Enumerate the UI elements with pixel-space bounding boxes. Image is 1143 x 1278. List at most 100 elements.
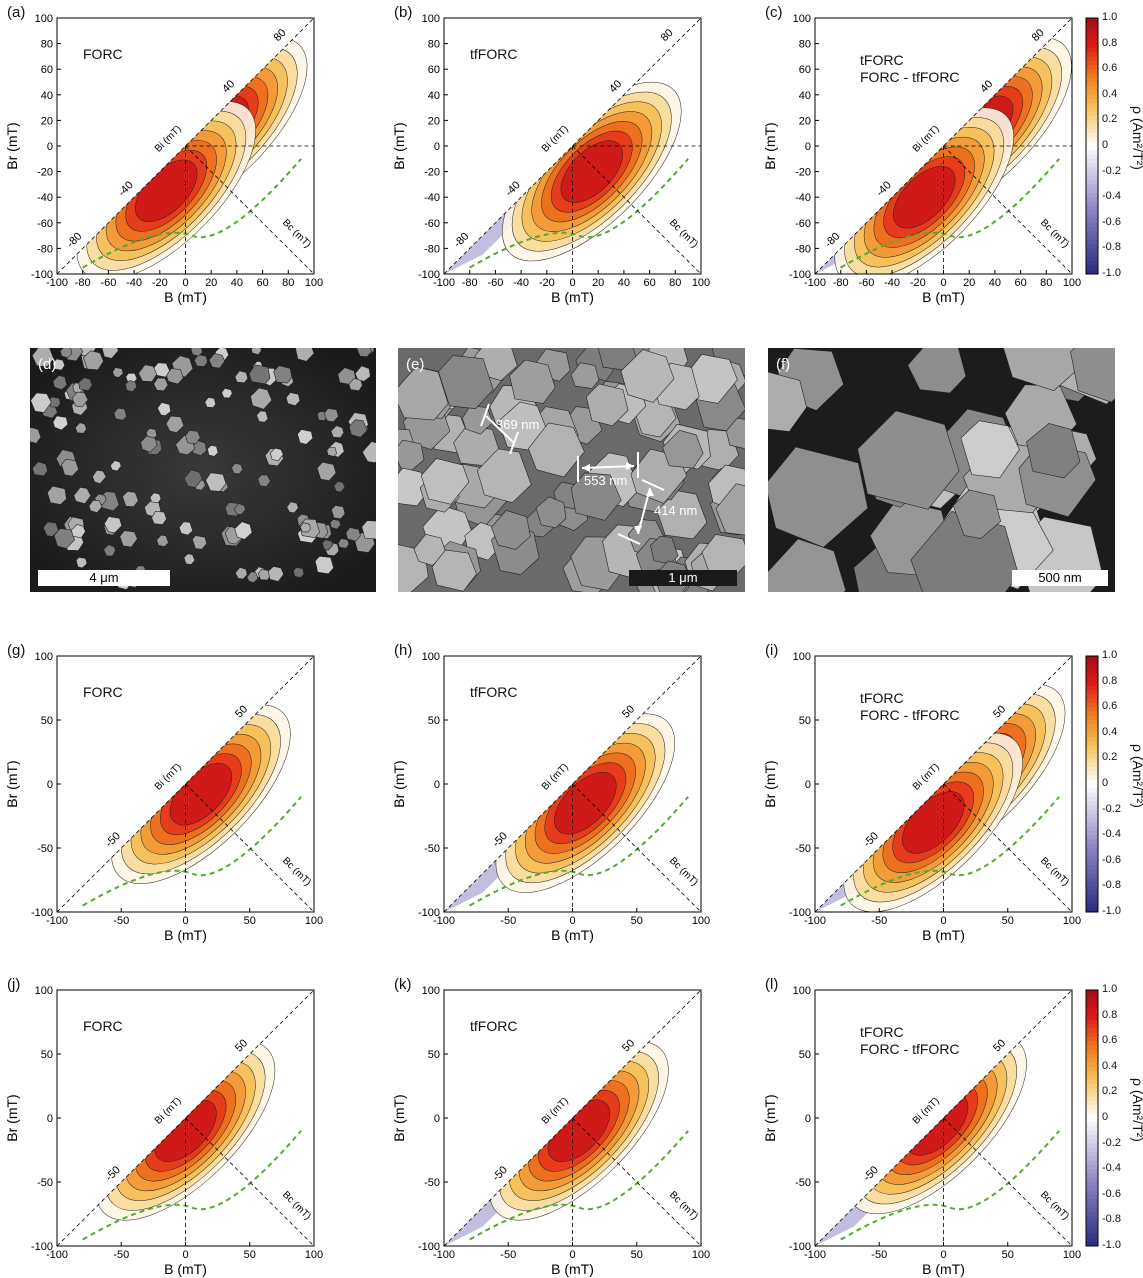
sem-grain [398,366,449,421]
colorbar-step [1086,890,1098,896]
colorbar-step [1086,214,1098,220]
colorbar-step [1086,998,1098,1004]
colorbar-step [1086,73,1098,79]
x-tick-label: -40 [884,277,900,289]
sem-grain [491,510,531,550]
colorbar-step [1086,830,1098,836]
x-tick-label: 0 [569,277,575,289]
x-tick-label: 40 [989,277,1001,289]
colorbar-step [1086,1126,1098,1132]
colorbar-step [1086,248,1098,254]
x-tick-label: 40 [231,277,243,289]
sem-grain [47,485,67,505]
contour-label: 80 [1030,27,1047,44]
sem-grain [314,555,334,575]
y-tick-label: -50 [795,1177,811,1189]
x-tick-label: -100 [433,1249,455,1261]
colorbar-step [1086,1173,1098,1179]
x-axis-label: B (mT) [922,289,965,305]
colorbar-step [1086,724,1098,730]
y-tick-label: 0 [805,141,811,153]
x-tick-label: 0 [940,915,946,927]
y-tick-label: 20 [41,115,53,127]
colorbar-title: ρ (Am²/T²) [1130,1078,1143,1142]
forc-plot: -100 -50 0 50 100 -100 -50 0 50 100 B (mT) Br (mT) 5… [762,651,1081,943]
y-tick-label: -50 [424,1177,440,1189]
colorbar-step [1086,1224,1098,1230]
colorbar-step [1086,256,1098,262]
colorbar-step [1086,201,1098,207]
colorbar-frame [1085,17,1099,275]
y-tick-label: 100 [422,985,440,997]
y-tick-label: -60 [424,218,440,230]
scale-bar-e: 1 μm [629,570,737,586]
forc-panel-c: -100 -80 -60 -40 -20 0 20 40 60 80 100 -100 -80 -60 -4… [762,4,1143,305]
colorbar-tick-label: -0.8 [1102,1213,1121,1226]
colorbar-step [1086,52,1098,57]
sem-grain [420,458,470,505]
colorbar-step [1086,235,1098,241]
sem-particles-e [398,348,745,592]
colorbar-tick-label: 0.8 [1102,36,1118,49]
dimension-label-414: 414 nm [654,503,698,518]
y-tick-label: -20 [424,167,440,179]
colorbar-step [1086,154,1098,160]
x-tick-label: 100 [305,1249,323,1261]
colorbar-tick-label: 0.8 [1102,1008,1118,1021]
colorbar-step [1086,99,1098,104]
sem-grain [257,474,271,487]
sem-grain [960,420,1020,479]
contour-label: -50 [490,1164,510,1184]
sem-grain [122,490,139,508]
colorbar-step [1086,103,1098,109]
colorbar-step [1086,865,1098,870]
colorbar-step [1086,990,1098,995]
density-contour [560,140,623,203]
sem-grain [431,549,477,592]
sem-grain [246,571,259,583]
colorbar-step [1086,239,1098,245]
x-tick-label: 100 [305,915,323,927]
colorbar-tick-label: -0.2 [1102,1136,1121,1149]
contour-label: 50 [233,1037,250,1054]
sem-grain [570,362,600,389]
colorbar-step [1086,673,1098,678]
sem-image-e: (e) 369 nm 553 nm 414 nm 1 μm [398,348,745,592]
panel-title: tfFORC [470,46,518,62]
sem-grain [110,460,122,472]
contour-label: 80 [659,27,676,44]
colorbar-step [1086,1002,1098,1008]
sem-grain [768,446,869,548]
colorbar-step [1086,1147,1098,1153]
contour-label: 50 [620,703,637,720]
x-tick-label: 0 [182,915,188,927]
x-tick-label: 80 [669,277,681,289]
contour-label: 80 [272,27,289,44]
colorbar-step [1086,39,1098,45]
colorbar-step [1086,660,1098,666]
sem-grain [715,483,745,536]
y-tick-label: -40 [424,192,440,204]
panel-label-e: (e) [406,356,425,373]
colorbar-step [1086,69,1098,74]
x-axis-label: B (mT) [922,927,965,943]
sem-grain [321,539,334,551]
density-map [444,1041,689,1246]
y-axis-label: Br (mT) [4,122,20,169]
colorbar-step [1086,1045,1098,1051]
x-tick-label: 0 [940,277,946,289]
y-tick-label: -100 [789,269,811,281]
x-tick-label: -80 [75,277,91,289]
sem-particles-f [768,348,1115,592]
sem-grain [140,435,158,453]
x-tick-label: 60 [256,277,268,289]
forc-plot: -100 -50 0 50 100 -100 -50 0 50 100 B (mT) Br (mT) 5… [391,985,710,1277]
colorbar-step [1086,771,1098,776]
colorbar-tick-label: 1.0 [1102,983,1118,995]
x-tick-label: 100 [1063,915,1081,927]
colorbar-step [1086,899,1098,904]
y-tick-label: 50 [428,1049,440,1061]
colorbar-step [1086,1152,1098,1157]
contour-label: 50 [620,1037,637,1054]
sem-grain [183,469,203,488]
